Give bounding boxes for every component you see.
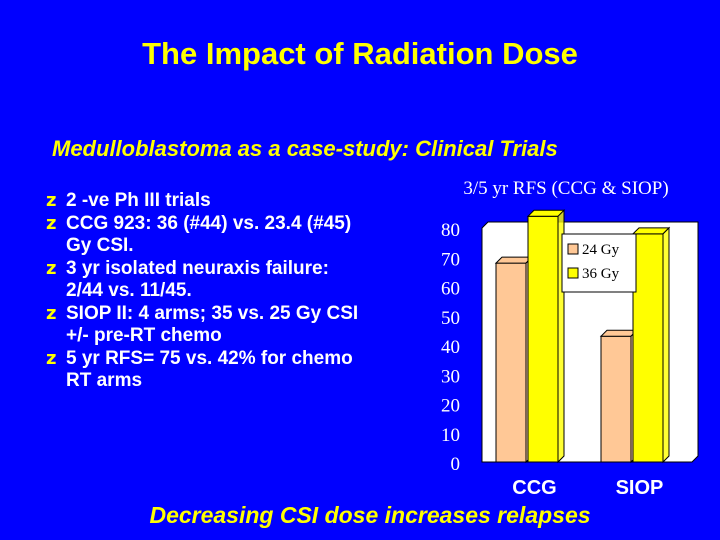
x-tick-label: CCG — [512, 477, 556, 499]
y-tick-label: 40 — [441, 337, 460, 358]
legend-swatch — [567, 243, 579, 255]
bullet-text-continued: Gy CSI. — [66, 235, 134, 256]
z-bullet-icon: z — [46, 302, 57, 324]
y-tick-label: 60 — [441, 279, 460, 300]
bullet-text: 3 yr isolated neuraxis failure: — [66, 257, 329, 279]
bullet-item: z CCG 923: 36 (#44) vs. 23.4 (#45) Gy CS… — [46, 213, 426, 258]
bullet-text: 5 yr RFS= 75 vs. 42% for chemo — [66, 347, 353, 369]
z-bullet-icon: z — [46, 347, 57, 369]
bullet-list: z 2 -ve Ph III trials z CCG 923: 36 (#44… — [46, 190, 426, 393]
bullet-item: z 3 yr isolated neuraxis failure: 2/44 v… — [46, 258, 426, 303]
y-tick-label: 80 — [441, 220, 460, 241]
z-bullet-icon: z — [46, 257, 57, 279]
y-tick-label: 10 — [441, 425, 460, 446]
slide-title: The Impact of Radiation Dose — [142, 36, 578, 71]
slide-footer: Decreasing CSI dose increases relapses — [149, 502, 591, 528]
bullet-text: 2 -ve Ph III trials — [66, 190, 211, 211]
bullet-item: z 2 -ve Ph III trials — [46, 190, 426, 213]
bar-side-face — [662, 226, 670, 464]
z-bullet-icon: z — [46, 190, 57, 211]
y-tick-label: 30 — [441, 366, 460, 387]
bullet-text: SIOP II: 4 arms; 35 vs. 25 Gy CSI — [66, 302, 359, 324]
y-tick-label: 20 — [441, 396, 460, 417]
bullet-item: z 5 yr RFS= 75 vs. 42% for chemo RT arms — [46, 348, 426, 393]
y-tick-label: 70 — [441, 249, 460, 270]
bullet-text: CCG 923: 36 (#44) vs. 23.4 (#45) — [66, 212, 352, 234]
y-tick-label: 0 — [451, 454, 461, 475]
legend-swatch — [567, 267, 579, 279]
z-bullet-icon: z — [46, 212, 57, 234]
bullet-text-continued: RT arms — [66, 370, 143, 391]
y-tick-label: 50 — [441, 308, 460, 329]
bullet-text-continued: 2/44 vs. 11/45. — [66, 280, 192, 301]
bar-36-gy-ccg — [527, 215, 559, 463]
bar-24-gy-ccg — [495, 262, 527, 463]
slide-subtitle: Medulloblastoma as a case-study: Clinica… — [52, 136, 558, 161]
bar-24-gy-siop — [600, 335, 632, 463]
legend-label: 36 Gy — [582, 266, 620, 282]
chart-title: 3/5 yr RFS (CCG & SIOP) — [463, 178, 669, 199]
bullet-item: z SIOP II: 4 arms; 35 vs. 25 Gy CSI +/- … — [46, 303, 426, 348]
bar-36-gy-siop — [632, 233, 664, 463]
legend-label: 24 Gy — [582, 242, 620, 258]
x-tick-label: SIOP — [616, 477, 664, 499]
bullet-text-continued: +/- pre-RT chemo — [66, 325, 222, 346]
rfs-bar-chart: 0 10 20 30 40 50 60 70 80 CCG SIOP 24 Gy 36 Gy — [441, 209, 699, 499]
